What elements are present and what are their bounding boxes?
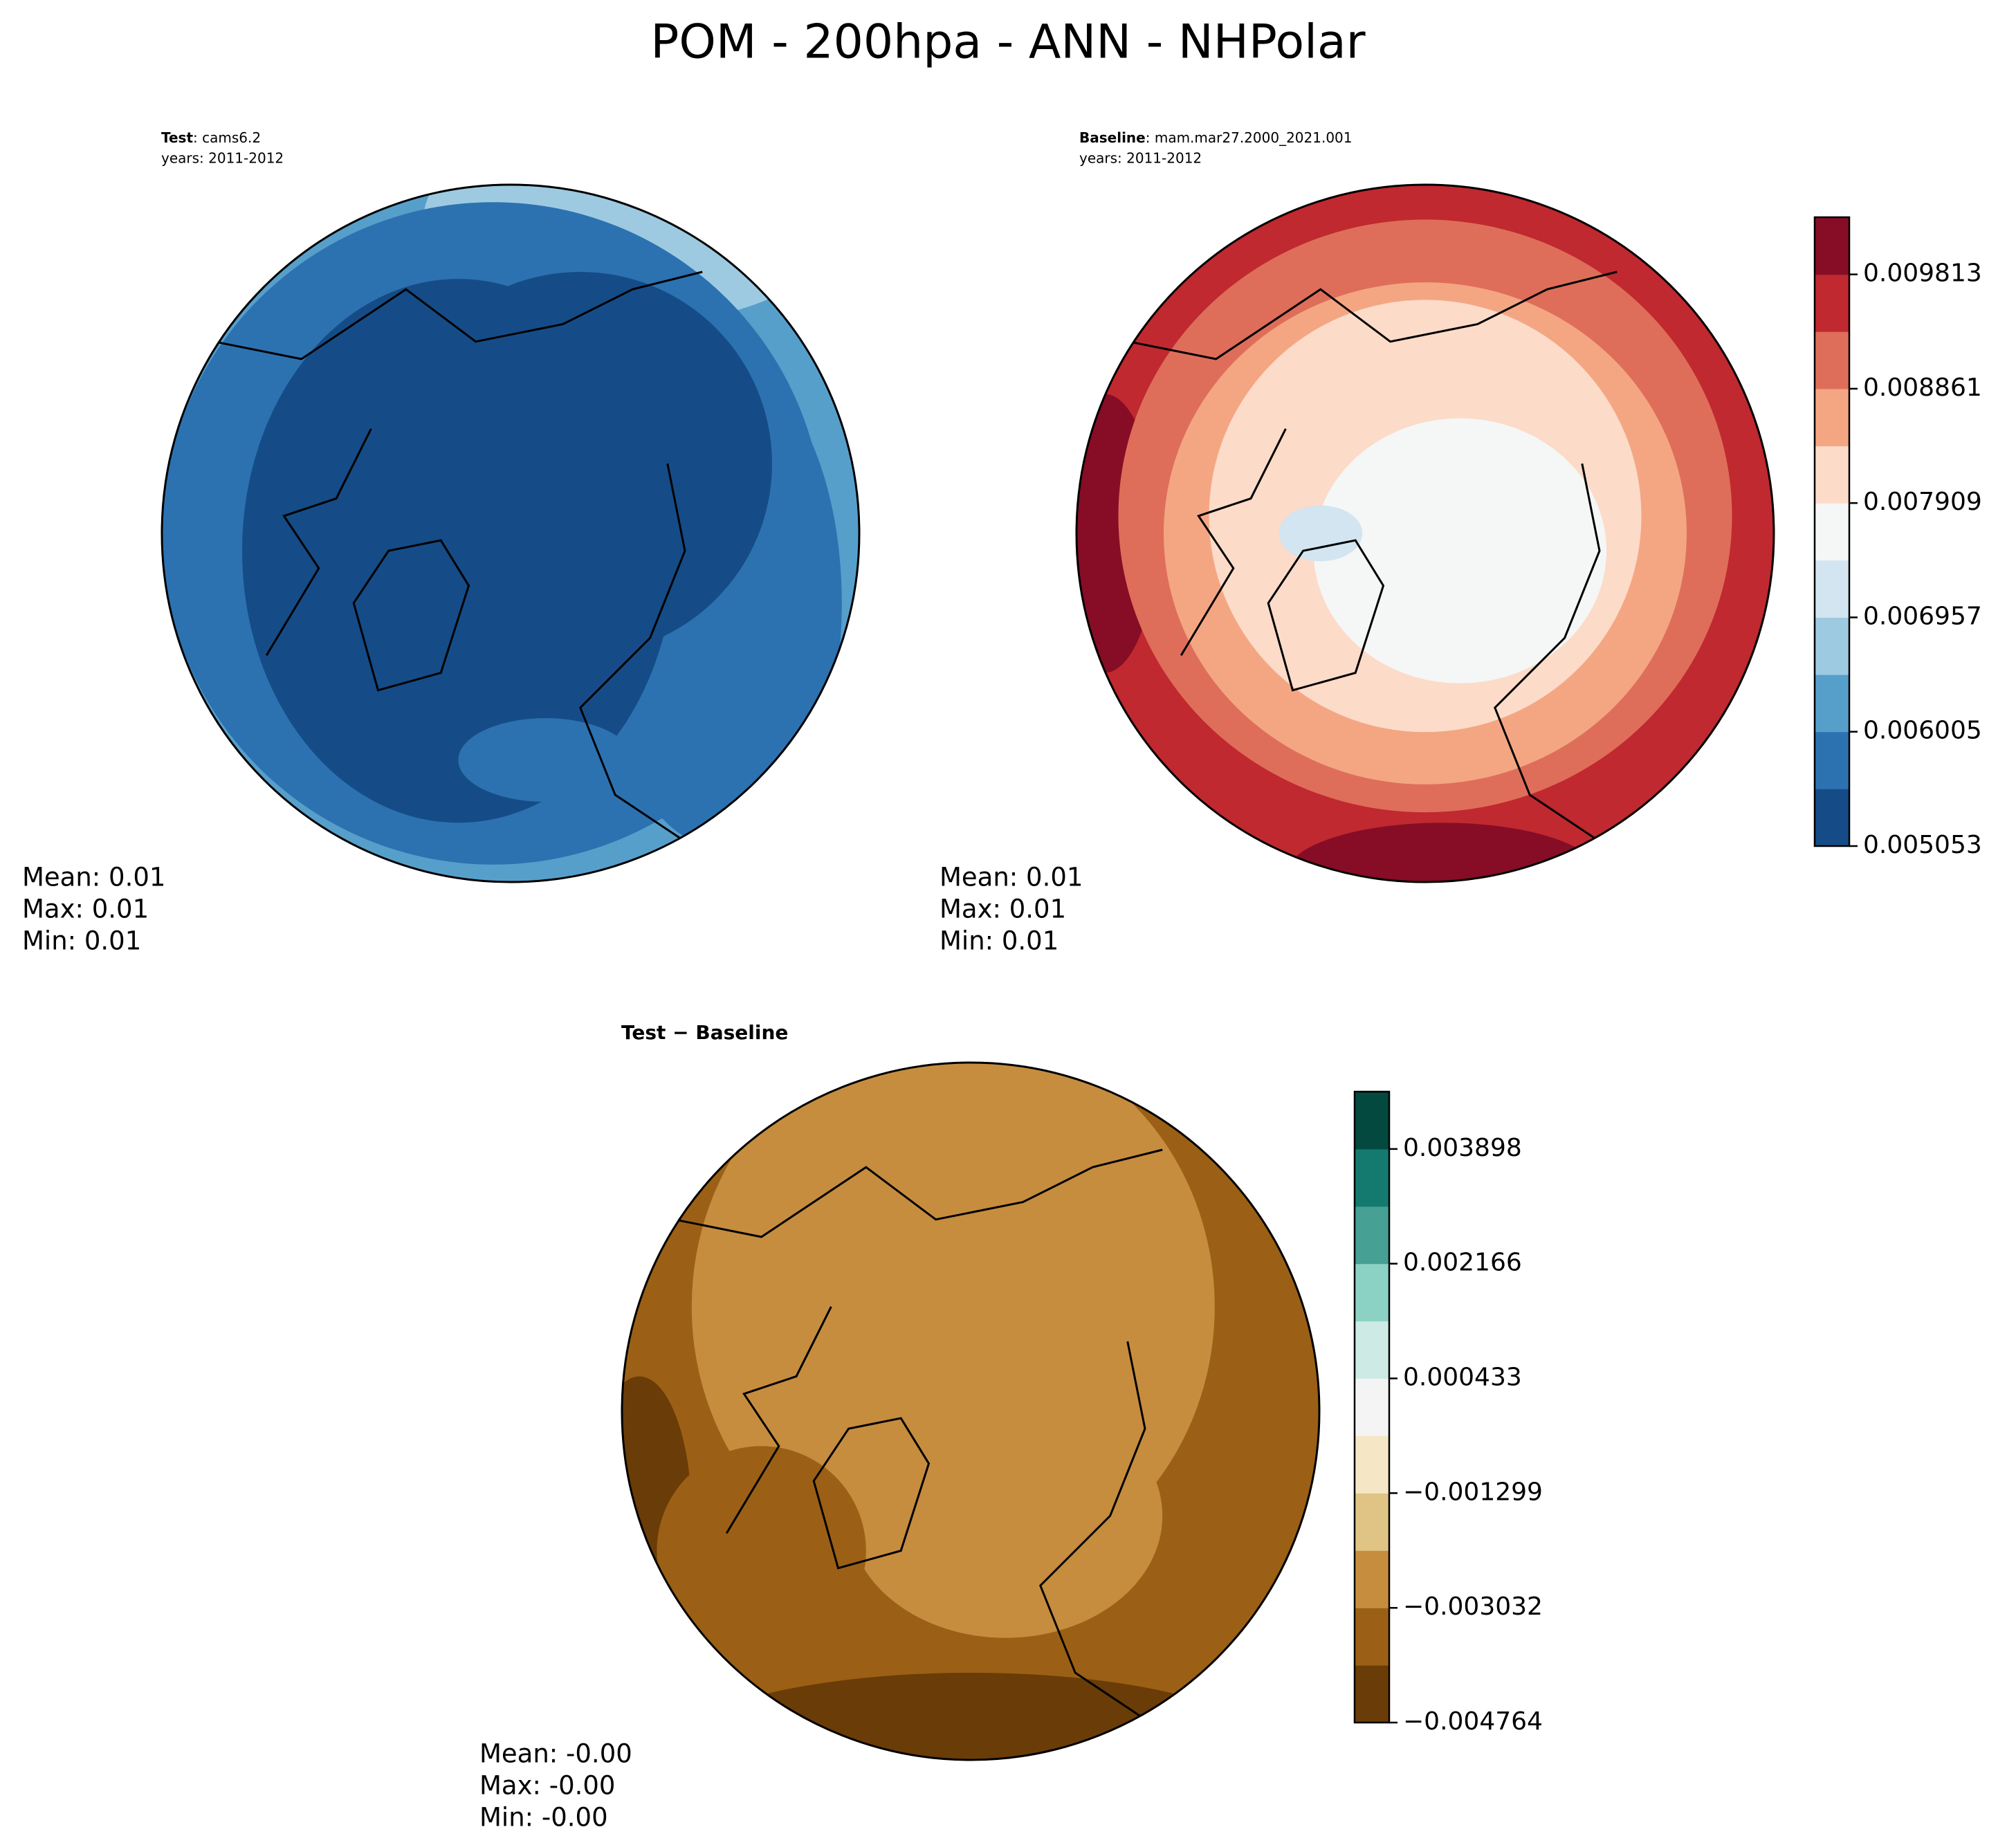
colorbar-tick-label: −0.003032 — [1403, 1592, 1543, 1621]
colorbar-band — [1355, 1493, 1389, 1551]
colorbar-tick-label: 0.009813 — [1863, 259, 1982, 288]
colorbar-band — [1815, 446, 1849, 504]
figure-title: POM - 200hpa - ANN - NHPolar — [650, 15, 1365, 70]
stat-text: Max: 0.01 — [22, 894, 149, 924]
contour-region — [848, 1393, 1163, 1638]
colorbar-band — [1355, 1206, 1389, 1265]
stat-text: Min: -0.00 — [479, 1803, 608, 1833]
stat-text: Mean: 0.01 — [940, 863, 1083, 892]
colorbar-band — [1815, 331, 1849, 389]
map-boundary — [1075, 183, 1775, 883]
contour-region — [657, 1446, 866, 1655]
colorbar-band — [1815, 217, 1849, 275]
colorbar-tick-label: −0.001299 — [1403, 1478, 1543, 1506]
panel-years: years: 2011-2012 — [1079, 150, 1202, 167]
map-boundary — [161, 183, 861, 883]
label-bold: Test — [161, 129, 193, 146]
contour-region — [458, 718, 633, 802]
colorbar-tick-label: 0.008861 — [1863, 374, 1982, 402]
colorbar-band — [1815, 617, 1849, 675]
colorbar-tick-label: 0.005053 — [1863, 831, 1982, 859]
map — [622, 1063, 1319, 1760]
stat-text: Max: 0.01 — [940, 894, 1066, 924]
panel-years: years: 2011-2012 — [161, 150, 284, 167]
panel-label: Test − Baseline — [621, 1021, 788, 1044]
panel-label: Test: cams6.2 — [161, 129, 261, 146]
label-text: : cams6.2 — [193, 129, 261, 146]
colorbar-band — [1355, 1665, 1389, 1723]
colorbar-tick-label: 0.003898 — [1403, 1134, 1522, 1162]
colorbar-band — [1355, 1378, 1389, 1436]
map — [162, 185, 859, 882]
colorbar-band — [1815, 560, 1849, 618]
stat-text: Min: 0.01 — [22, 926, 141, 956]
colorbar-band — [1815, 274, 1849, 332]
map — [1076, 185, 1774, 882]
stat-text: Max: -0.00 — [479, 1771, 615, 1801]
colorbar-tick-label: 0.006005 — [1863, 717, 1982, 745]
contour-region — [1313, 418, 1607, 683]
colorbar-tick-label: 0.002166 — [1403, 1249, 1522, 1277]
panel-label: Baseline: mam.mar27.2000_2021.001 — [1079, 129, 1353, 146]
stat-text: Mean: 0.01 — [22, 863, 165, 892]
colorbar-band — [1355, 1092, 1389, 1150]
colorbar-frame — [1813, 216, 1851, 847]
label-text: : mam.mar27.2000_2021.001 — [1146, 129, 1353, 146]
contour-region — [388, 272, 772, 656]
stat-text: Min: 0.01 — [940, 926, 1059, 956]
coastline — [1128, 270, 1635, 866]
contour-region — [1279, 505, 1363, 562]
contour-region — [657, 1673, 1285, 1760]
colorbar-band — [1355, 1550, 1389, 1608]
map-boundary — [621, 1061, 1321, 1761]
colorbar-band — [1815, 388, 1849, 447]
stat-text: Mean: -0.00 — [479, 1739, 632, 1769]
colorbar-band — [1815, 789, 1849, 847]
colorbar-band — [1355, 1608, 1389, 1666]
label-bold: Baseline — [1079, 129, 1146, 146]
colorbar-tick-label: 0.007909 — [1863, 488, 1982, 516]
colorbar-band — [1815, 731, 1849, 789]
colorbar-frame — [1353, 1090, 1391, 1724]
colorbar-tick-label: 0.006957 — [1863, 602, 1982, 630]
colorbar-band — [1815, 503, 1849, 561]
colorbar-band — [1355, 1321, 1389, 1379]
contour-region — [1285, 823, 1600, 882]
colorbar-band — [1815, 674, 1849, 733]
coastline — [214, 270, 721, 866]
colorbar-band — [1355, 1148, 1389, 1207]
colorbar-band — [1355, 1435, 1389, 1494]
coastline — [674, 1148, 1181, 1744]
label-bold: Test − Baseline — [621, 1021, 788, 1044]
colorbar-tick-label: 0.000433 — [1403, 1364, 1522, 1392]
colorbar-band — [1355, 1263, 1389, 1322]
colorbar-tick-label: −0.004764 — [1403, 1707, 1543, 1736]
